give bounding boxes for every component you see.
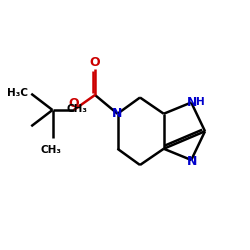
Text: H₃C: H₃C [6, 88, 28, 98]
Text: H: H [196, 97, 205, 107]
Text: CH₃: CH₃ [66, 104, 87, 114]
Text: N: N [186, 155, 197, 168]
Text: O: O [68, 97, 78, 110]
Text: N: N [187, 96, 197, 108]
Text: CH₃: CH₃ [41, 145, 62, 155]
Text: N: N [112, 107, 122, 120]
Text: O: O [89, 56, 100, 69]
